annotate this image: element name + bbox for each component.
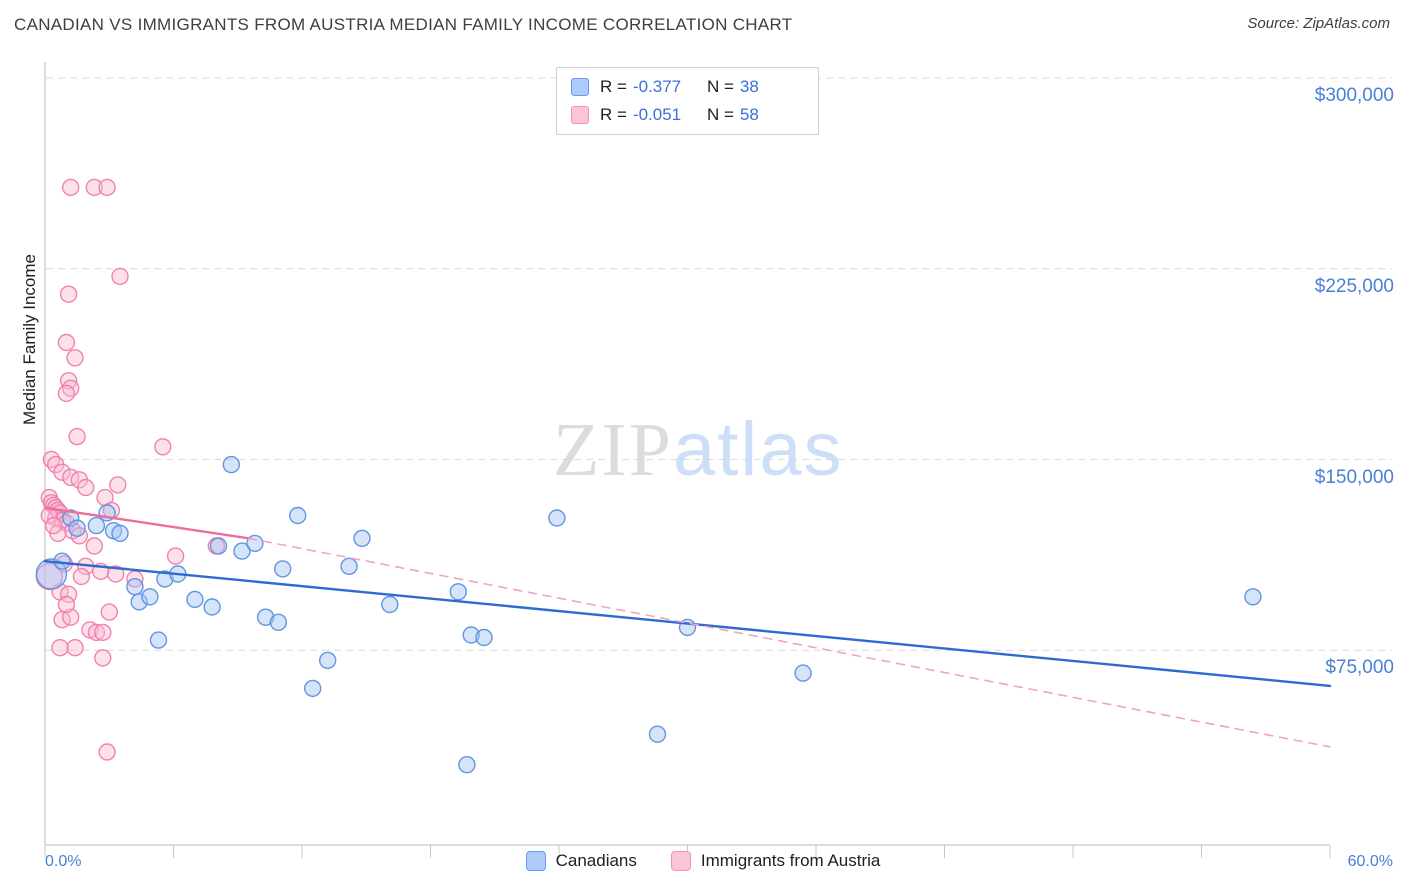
data-point-canadians (87, 516, 106, 535)
y-tick-label: $75,000 (1325, 657, 1394, 678)
data-point-canadians (233, 542, 251, 560)
data-point-canadians (274, 560, 292, 578)
n-value-canadians: 38 (739, 77, 759, 96)
y-tick-label: $150,000 (1314, 467, 1394, 488)
bottom-legend: Canadians Immigrants from Austria (0, 851, 1406, 871)
stats-row-austria: R = -0.051 N = 58 (571, 105, 796, 125)
r-value-canadians: -0.377 (632, 77, 682, 96)
data-point-austria (57, 384, 76, 403)
chart-header: CANADIAN VS IMMIGRANTS FROM AUSTRIA MEDI… (0, 0, 1406, 35)
data-point-austria (44, 516, 63, 535)
data-point-austria (98, 743, 116, 761)
data-point-canadians (68, 519, 86, 537)
data-point-austria (61, 178, 80, 197)
data-point-canadians (289, 506, 307, 525)
source-label: Source: (1247, 15, 1300, 32)
data-point-canadians (449, 583, 467, 601)
canadians-legend-label: Canadians (555, 851, 637, 870)
data-point-canadians (141, 588, 159, 606)
data-point-austria (94, 649, 112, 667)
data-point-canadians (222, 455, 241, 474)
data-point-canadians (340, 557, 358, 575)
data-point-canadians (149, 631, 168, 649)
data-point-austria (87, 623, 106, 642)
data-point-austria (53, 463, 71, 481)
data-point-austria (57, 595, 76, 614)
data-point-canadians (304, 679, 322, 698)
data-point-canadians (1244, 588, 1262, 606)
n-label-canadians: N = (706, 77, 734, 96)
data-point-canadians (203, 598, 221, 616)
austria-legend-label: Immigrants from Austria (700, 851, 881, 870)
data-point-austria (100, 603, 119, 621)
legend-item-austria: Immigrants from Austria (670, 851, 881, 871)
data-point-canadians (794, 664, 812, 682)
y-tick-label: $300,000 (1314, 85, 1394, 106)
stats-row-canadians: R = -0.377 N = 38 (571, 77, 796, 97)
correlation-stats-box: R = -0.377 N = 38 R = -0.051 N = 58 (556, 67, 819, 135)
x-axis-min-label: 0.0% (45, 853, 82, 870)
y-axis-title: Median Family Income (20, 253, 39, 425)
watermark-zip-text: ZIP (553, 408, 673, 492)
data-point-canadians (648, 725, 667, 743)
data-point-austria (85, 178, 104, 197)
data-point-canadians (130, 593, 148, 611)
n-value-austria: 58 (739, 105, 759, 124)
trend-line-immigrants-from-austria-dashed (247, 537, 1331, 748)
data-point-canadians (209, 537, 228, 555)
legend-item-canadians: Canadians (525, 851, 637, 871)
data-point-canadians (319, 651, 337, 670)
trend-line-canadians-solid (43, 560, 1332, 688)
data-point-canadians (458, 756, 476, 774)
n-label-austria: N = (706, 105, 734, 124)
data-point-canadians (35, 558, 68, 590)
austria-legend-swatch (670, 851, 691, 871)
data-point-canadians (462, 626, 480, 644)
data-point-canadians (111, 524, 129, 542)
data-point-canadians (186, 590, 204, 609)
data-point-canadians (381, 595, 399, 614)
source-attribution: Source: ZipAtlas.com (1247, 15, 1390, 32)
data-point-austria (51, 639, 69, 657)
data-point-canadians (256, 608, 275, 626)
data-point-austria (154, 438, 172, 456)
data-point-austria (59, 585, 78, 603)
data-point-austria (98, 178, 116, 197)
source-value: ZipAtlas.com (1303, 15, 1390, 32)
data-point-austria (76, 478, 95, 497)
r-label-austria: R = (600, 105, 627, 124)
data-point-canadians (548, 509, 566, 527)
canadians-color-swatch (571, 78, 589, 96)
r-value-austria: -0.051 (632, 105, 682, 124)
data-point-austria (57, 333, 76, 352)
canadians-legend-swatch (525, 851, 546, 871)
data-point-austria (61, 608, 80, 626)
data-point-canadians (269, 613, 288, 631)
data-point-austria (59, 285, 78, 303)
data-point-austria (72, 567, 91, 586)
data-point-austria (106, 565, 125, 583)
data-point-canadians (126, 578, 144, 596)
data-point-austria (85, 537, 104, 555)
data-point-austria (94, 623, 112, 642)
data-point-austria (166, 547, 185, 565)
data-point-austria (111, 267, 129, 286)
watermark-atlas-text: atlas (673, 407, 844, 492)
data-point-austria (68, 427, 86, 446)
data-point-canadians (475, 628, 493, 647)
watermark: ZIPatlas (553, 408, 844, 493)
austria-color-swatch (571, 106, 589, 124)
chart-title: CANADIAN VS IMMIGRANTS FROM AUSTRIA MEDI… (14, 15, 793, 34)
x-axis-max-label: 60.0% (1347, 853, 1393, 870)
y-tick-label: $225,000 (1314, 276, 1394, 297)
data-point-austria (109, 476, 127, 494)
trend-line-immigrants-from-austria-solid (43, 506, 250, 540)
data-point-canadians (353, 529, 371, 547)
data-point-canadians (61, 509, 80, 527)
data-point-austria (66, 349, 84, 367)
data-point-austria (66, 639, 84, 657)
data-point-canadians (156, 570, 174, 588)
r-label-canadians: R = (600, 77, 627, 96)
